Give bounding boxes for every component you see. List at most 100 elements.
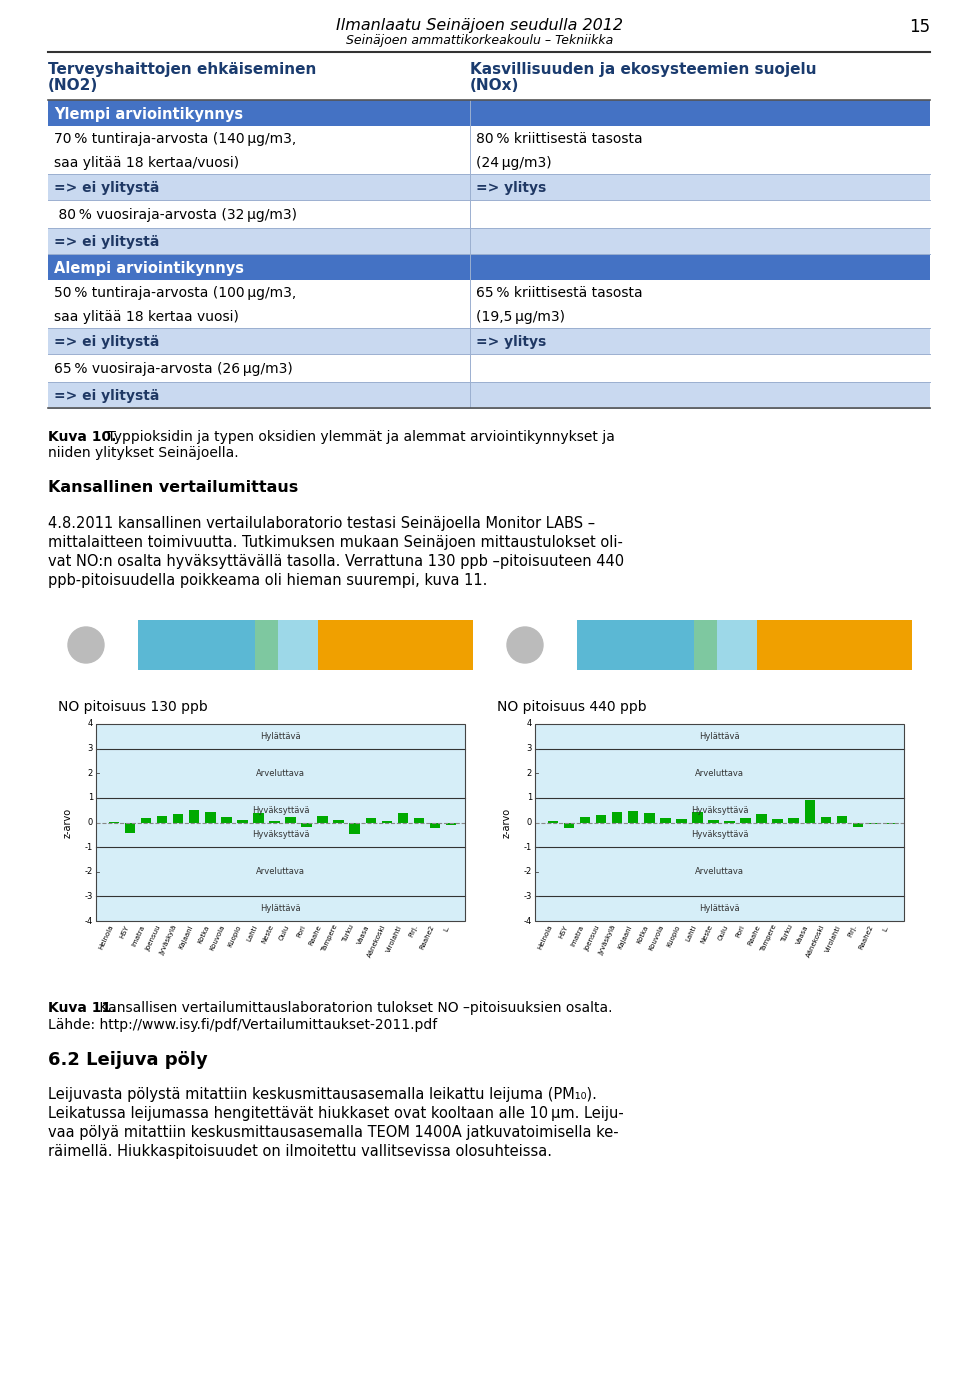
Text: 0: 0	[527, 819, 532, 827]
Text: Leijuvasta pölystä mitattiin keskusmittausasemalla leikattu leijuma (PM₁₀).: Leijuvasta pölystä mitattiin keskusmitta…	[48, 1087, 597, 1102]
Text: Kouvola: Kouvola	[648, 923, 665, 951]
Bar	[612, 812, 622, 823]
Text: Pori: Pori	[296, 923, 306, 939]
Text: Aänekoski: Aänekoski	[367, 923, 387, 958]
Text: Kansallisen vertailumittauslaboratorion tulokset NO –pitoisuuksien osalta.: Kansallisen vertailumittauslaboratorion …	[95, 1002, 612, 1016]
Text: 2: 2	[87, 768, 93, 778]
Bar	[318, 816, 327, 823]
Text: Virolahti: Virolahti	[824, 923, 842, 953]
Text: (24 μg/m3): (24 μg/m3)	[476, 156, 552, 170]
Text: Arveluttava: Arveluttava	[695, 768, 744, 778]
Text: -2: -2	[524, 868, 532, 876]
Text: Seinäjoen ammattikorkeakoulu – Tekniikka: Seinäjoen ammattikorkeakoulu – Tekniikka	[347, 34, 613, 47]
Text: Kotka: Kotka	[636, 923, 649, 944]
Bar	[255, 620, 305, 671]
Text: 4: 4	[527, 719, 532, 728]
Text: 6.2 Leijuva pöly: 6.2 Leijuva pöly	[48, 1051, 207, 1069]
Text: Leikatussa leijumassa hengitettävät hiukkaset ovat kooltaan alle 10 μm. Leiju-: Leikatussa leijumassa hengitettävät hiuk…	[48, 1106, 624, 1120]
Bar	[48, 279, 930, 328]
Bar	[564, 823, 574, 828]
Bar	[676, 819, 686, 823]
Text: Virolahti: Virolahti	[385, 923, 403, 953]
Text: 65 % vuosiraja-arvosta (26 μg/m3): 65 % vuosiraja-arvosta (26 μg/m3)	[54, 362, 293, 376]
Text: Alempi arviointikynnys: Alempi arviointikynnys	[54, 260, 244, 275]
Bar	[285, 817, 296, 823]
Bar	[173, 814, 183, 823]
Text: Ylempi arviointikynnys: Ylempi arviointikynnys	[54, 106, 243, 122]
Text: L.: L.	[882, 923, 890, 932]
Bar	[237, 820, 248, 823]
Text: 50 % tuntiraja-arvosta (100 μg/m3,: 50 % tuntiraja-arvosta (100 μg/m3,	[54, 286, 297, 300]
Bar	[366, 819, 376, 823]
Bar	[301, 823, 312, 827]
Text: Vaasa: Vaasa	[796, 923, 809, 946]
Bar	[708, 820, 719, 823]
Text: Raahe: Raahe	[308, 923, 323, 946]
Bar	[269, 820, 279, 823]
Text: Hyväksyttävä: Hyväksyttävä	[252, 830, 309, 840]
Bar	[349, 823, 360, 834]
Text: (NO2): (NO2)	[48, 78, 98, 94]
Text: => ylitys: => ylitys	[476, 182, 546, 196]
Text: Jyväskylä: Jyväskylä	[598, 923, 617, 956]
Text: Kasvillisuuden ja ekosysteemien suojelu: Kasvillisuuden ja ekosysteemien suojelu	[470, 61, 817, 77]
Text: 80 % kriittisestä tasosta: 80 % kriittisestä tasosta	[476, 131, 642, 147]
Text: Oulu: Oulu	[278, 923, 291, 942]
Text: Oulu: Oulu	[717, 923, 730, 942]
Bar	[138, 620, 473, 671]
Text: Ilmanlaatu Seinäjoen seudulla 2012: Ilmanlaatu Seinäjoen seudulla 2012	[337, 18, 623, 34]
Bar	[138, 620, 288, 671]
Text: Pirj.: Pirj.	[847, 923, 858, 939]
Bar	[48, 126, 930, 175]
Text: Jyväskylä: Jyväskylä	[159, 923, 179, 956]
Bar	[628, 810, 638, 823]
Text: Terveyshaittojen ehkäiseminen: Terveyshaittojen ehkäiseminen	[48, 61, 317, 77]
Text: Kuva 10.: Kuva 10.	[48, 430, 116, 444]
Bar	[48, 381, 930, 408]
Text: Raahe2: Raahe2	[857, 923, 874, 950]
Bar	[740, 819, 751, 823]
Bar	[96, 724, 465, 921]
Bar	[548, 820, 559, 823]
Text: Turku: Turku	[780, 923, 794, 944]
Text: HSY: HSY	[119, 923, 131, 939]
Bar	[397, 813, 408, 823]
Text: Imatra: Imatra	[131, 923, 146, 947]
Text: Kajaani: Kajaani	[617, 923, 634, 950]
Text: NO pitoisuus 130 ppb: NO pitoisuus 130 ppb	[58, 700, 207, 714]
Text: Kansallinen vertailumittaus: Kansallinen vertailumittaus	[48, 481, 299, 495]
Text: saa ylitää 18 kertaa/vuosi): saa ylitää 18 kertaa/vuosi)	[54, 156, 239, 170]
Text: -1: -1	[84, 842, 93, 852]
Text: 2: 2	[527, 768, 532, 778]
Text: Arveluttava: Arveluttava	[256, 768, 305, 778]
Bar	[445, 823, 456, 826]
Text: -3: -3	[84, 891, 93, 901]
Text: Neste: Neste	[700, 923, 713, 944]
Text: -2: -2	[84, 868, 93, 876]
Text: Hyväksyttävä: Hyväksyttävä	[252, 806, 309, 814]
Text: Tampere: Tampere	[759, 923, 778, 954]
Bar	[333, 820, 344, 823]
Text: -4: -4	[84, 916, 93, 925]
Text: Hylättävä: Hylättävä	[699, 904, 740, 914]
Text: 4.8.2011 kansallinen vertailulaboratorio testasi Seinäjoella Monitor LABS –: 4.8.2011 kansallinen vertailulaboratorio…	[48, 515, 595, 531]
Bar	[125, 823, 135, 833]
Text: Kouvola: Kouvola	[209, 923, 227, 951]
Text: => ei ylitystä: => ei ylitystä	[54, 388, 159, 402]
Bar	[278, 620, 318, 671]
Bar	[836, 816, 847, 823]
Text: ppb-pitoisuudella poikkeama oli hieman suurempi, kuva 11.: ppb-pitoisuudella poikkeama oli hieman s…	[48, 573, 488, 588]
Bar	[221, 817, 231, 823]
Text: z-arvo: z-arvo	[502, 807, 512, 838]
Bar	[381, 820, 392, 823]
Text: Typpioksidin ja typen oksidien ylemmät ja alemmat arviointikynnykset ja: Typpioksidin ja typen oksidien ylemmät j…	[103, 430, 614, 444]
Bar	[414, 819, 424, 823]
Text: saa ylitää 18 kertaa vuosi): saa ylitää 18 kertaa vuosi)	[54, 310, 239, 324]
Bar	[869, 823, 879, 824]
Text: HSY: HSY	[558, 923, 569, 939]
Text: 1: 1	[87, 793, 93, 802]
Text: => ei ylitystä: => ei ylitystä	[54, 335, 159, 349]
Text: Kuopio: Kuopio	[227, 923, 242, 947]
Text: -3: -3	[523, 891, 532, 901]
Text: -4: -4	[524, 916, 532, 925]
